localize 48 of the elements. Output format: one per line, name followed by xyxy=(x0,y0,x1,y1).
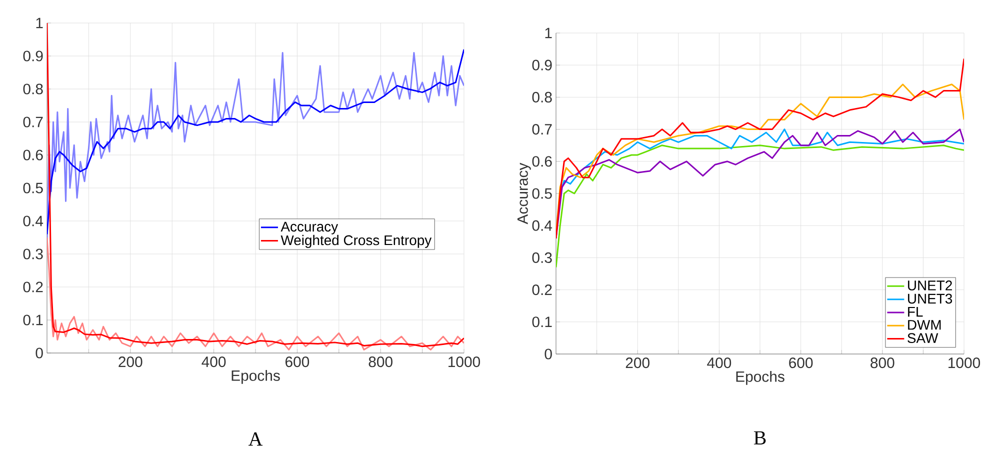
x-tick-label: 800 xyxy=(368,356,392,368)
x-tick-label: 1000 xyxy=(948,358,980,368)
line-series xyxy=(556,144,964,268)
y-tick-label: 0.5 xyxy=(23,182,43,194)
x-axis-title: Epochs xyxy=(232,370,280,384)
y-tick-label: 0 xyxy=(544,348,552,360)
y-tick-label: 0.3 xyxy=(532,252,552,263)
y-tick-label: 0.1 xyxy=(23,314,43,326)
line-series xyxy=(47,22,464,348)
y-tick-label: 1 xyxy=(545,28,552,38)
legend-label: SAW xyxy=(908,333,938,344)
x-tick-label: 600 xyxy=(286,356,310,368)
x-tick-label: 400 xyxy=(707,358,732,368)
y-tick-label: 0.1 xyxy=(532,316,552,328)
y-tick-label: 0.6 xyxy=(23,150,43,160)
x-tick-label: 200 xyxy=(626,358,650,368)
y-tick-label: 0.9 xyxy=(23,50,43,62)
x-tick-label: 400 xyxy=(202,356,226,368)
y-tick-label: 0.9 xyxy=(532,60,552,70)
y-tick-label: 0 xyxy=(36,348,43,358)
y-tick-label: 1 xyxy=(36,18,43,28)
legend-label: Accuracy xyxy=(280,222,338,234)
y-tick-label: 0.2 xyxy=(532,284,552,296)
x-tick-label: 800 xyxy=(870,358,894,368)
legend-label: UNET2 xyxy=(908,280,952,290)
line-series xyxy=(556,58,964,240)
text: B xyxy=(754,431,766,444)
y-tick-label: 0.2 xyxy=(23,282,43,292)
legend-label: Weighted Cross Entropy xyxy=(280,234,432,248)
legend-label: DWM xyxy=(908,320,941,330)
y-axis-title: Accuracy xyxy=(517,162,531,224)
x-axis-title: Epochs xyxy=(736,370,784,385)
x-tick-label: 200 xyxy=(118,356,142,368)
y-tick-label: 0.5 xyxy=(532,188,552,199)
y-tick-label: 0.7 xyxy=(532,124,552,135)
line-series xyxy=(47,236,464,350)
y-tick-label: 0.4 xyxy=(532,220,552,231)
y-tick-label: 0.6 xyxy=(532,156,552,167)
x-tick-label: 1000 xyxy=(448,356,480,368)
y-tick-label: 0.8 xyxy=(532,92,552,102)
y-tick-label: 0.4 xyxy=(23,216,44,226)
x-tick-label: 600 xyxy=(789,358,813,368)
y-tick-label: 0.7 xyxy=(23,116,43,128)
text: A xyxy=(248,432,263,446)
y-tick-label: 0.8 xyxy=(23,84,43,94)
y-tick-label: 0.3 xyxy=(23,248,43,260)
legend-label: FL xyxy=(908,306,923,317)
legend-label: UNET3 xyxy=(908,294,952,304)
